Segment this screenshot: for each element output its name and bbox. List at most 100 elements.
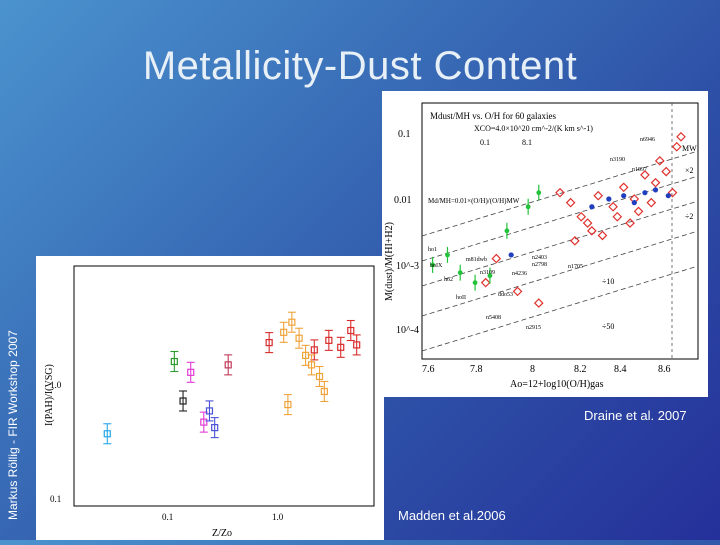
data-point: [325, 336, 333, 344]
data-point: [200, 418, 208, 426]
galaxy-n2403: n2403: [532, 255, 547, 261]
data-point-green: [430, 262, 436, 268]
data-point: [265, 338, 273, 347]
data-point-green: [487, 273, 493, 279]
y-tick-1: 0.01: [394, 195, 412, 206]
data-point-blue: [589, 204, 595, 210]
data-point-red: [618, 182, 629, 193]
y-axis-label: M(dust)/M(HI+H2): [384, 222, 395, 301]
data-point: [337, 343, 345, 351]
caption-madden: Madden et al.2006: [398, 508, 506, 523]
data-point: [170, 357, 178, 366]
data-point-blue: [642, 190, 648, 196]
data-point-red: [491, 253, 502, 264]
line-div10: [421, 230, 699, 317]
side-label: Markus Röllig - FIR Workshop 2007: [6, 330, 20, 520]
x-tick-1: 7.8: [470, 364, 483, 375]
data-point: [288, 318, 296, 326]
data-point: [179, 397, 187, 405]
data-point-red: [650, 177, 661, 188]
data-point-red: [612, 211, 623, 222]
data-point-red: [671, 141, 682, 152]
data-point-red: [565, 197, 576, 208]
data-point: [320, 387, 328, 396]
data-point-green: [504, 228, 510, 234]
x-tick-0: 7.6: [422, 364, 435, 375]
plot-frame: [73, 265, 375, 507]
data-point-red: [533, 298, 544, 308]
line-mw: [421, 175, 699, 262]
data-point: [310, 346, 318, 354]
figure-draine: Mdust/MH vs. O/H for 60 galaxies XCO=4.0…: [382, 91, 708, 397]
data-point-red: [512, 286, 523, 297]
label-div2: ÷2: [685, 212, 693, 221]
data-point-green: [457, 270, 463, 276]
data-point: [307, 361, 316, 369]
galaxy-ho2: ho2: [444, 277, 453, 283]
galaxy-n6946: n6946: [640, 137, 655, 143]
y-tick-0: 1.0: [50, 380, 62, 390]
label-div50: ÷50: [602, 322, 614, 331]
note-0-1: 0.1: [480, 138, 490, 147]
line-div50: [421, 265, 699, 352]
data-point: [280, 328, 288, 336]
data-point-green: [445, 252, 450, 258]
label-x2: ×2: [685, 166, 694, 175]
data-point-red: [608, 201, 618, 212]
data-point: [224, 361, 232, 369]
data-point: [211, 424, 219, 432]
data-point: [347, 326, 355, 335]
data-point: [295, 334, 303, 342]
line-x2: [421, 150, 699, 237]
data-point-red: [480, 277, 491, 288]
draine-marks: [430, 131, 686, 308]
galaxy-hoII: hoII: [456, 295, 466, 301]
data-point-red: [597, 230, 608, 241]
draine-relation: Md/MH=0.01×(O/H)/(O/H)MW: [428, 197, 520, 205]
x-axis-label: Ao=12+log10(O/H)gas: [510, 379, 604, 390]
data-point-blue: [508, 252, 514, 258]
data-point-red: [570, 235, 580, 246]
draine-plot: Mdust/MH vs. O/H for 60 galaxies XCO=4.0…: [384, 102, 699, 390]
data-point-red: [586, 225, 597, 236]
data-point-blue: [652, 187, 659, 193]
data-point: [103, 430, 111, 438]
data-point-red: [667, 187, 678, 198]
galaxy-n2915: n2915: [526, 325, 541, 331]
galaxy-ho1: ho1: [428, 247, 437, 253]
reference-lines: [421, 150, 699, 352]
madden-plot: 1.0 0.1 0.1 1.0 Z/Zo I(PAH)/I(VSG): [44, 265, 375, 539]
data-point: [353, 341, 361, 349]
draine-title: Mdust/MH vs. O/H for 60 galaxies: [430, 111, 556, 121]
y-axis-label: I(PAH)/I(VSG): [44, 364, 55, 426]
galaxy-n5408: n5408: [486, 315, 501, 321]
slide-title: Metallicity-Dust Content: [142, 44, 578, 88]
y-tick-2: 10^-3: [396, 261, 419, 272]
y-tick-0: 0.1: [398, 129, 411, 140]
galaxy-ddo53: ddo53: [498, 292, 513, 298]
data-point-green: [525, 204, 531, 210]
x-tick-0: 0.1: [162, 512, 173, 522]
data-point-blue: [621, 193, 627, 199]
data-point-red: [676, 131, 686, 142]
madden-marks: [103, 311, 361, 445]
data-point-blue: [665, 193, 671, 199]
galaxy-n1705: n1705: [568, 264, 583, 270]
draine-subtitle: XCO=4.0×10^20 cm^-2/(K km s^-1): [474, 124, 593, 133]
data-point-red: [654, 155, 665, 166]
caption-draine: Draine et al. 2007: [584, 408, 687, 423]
line-div2: [421, 200, 699, 287]
y-tick-1: 0.1: [50, 494, 61, 504]
galaxy-n3190: n3190: [610, 157, 625, 163]
data-point: [187, 368, 195, 376]
data-point-green: [536, 190, 542, 196]
data-point-blue: [631, 200, 637, 206]
data-point-red: [646, 197, 657, 208]
data-point-red: [555, 187, 565, 198]
data-point-green: [472, 280, 478, 286]
data-point-red: [576, 211, 587, 222]
galaxy-hoIX: hoIX: [430, 263, 443, 269]
galaxy-n2798: n2798: [532, 262, 547, 268]
data-point-red: [661, 166, 672, 177]
data-point: [315, 372, 324, 381]
